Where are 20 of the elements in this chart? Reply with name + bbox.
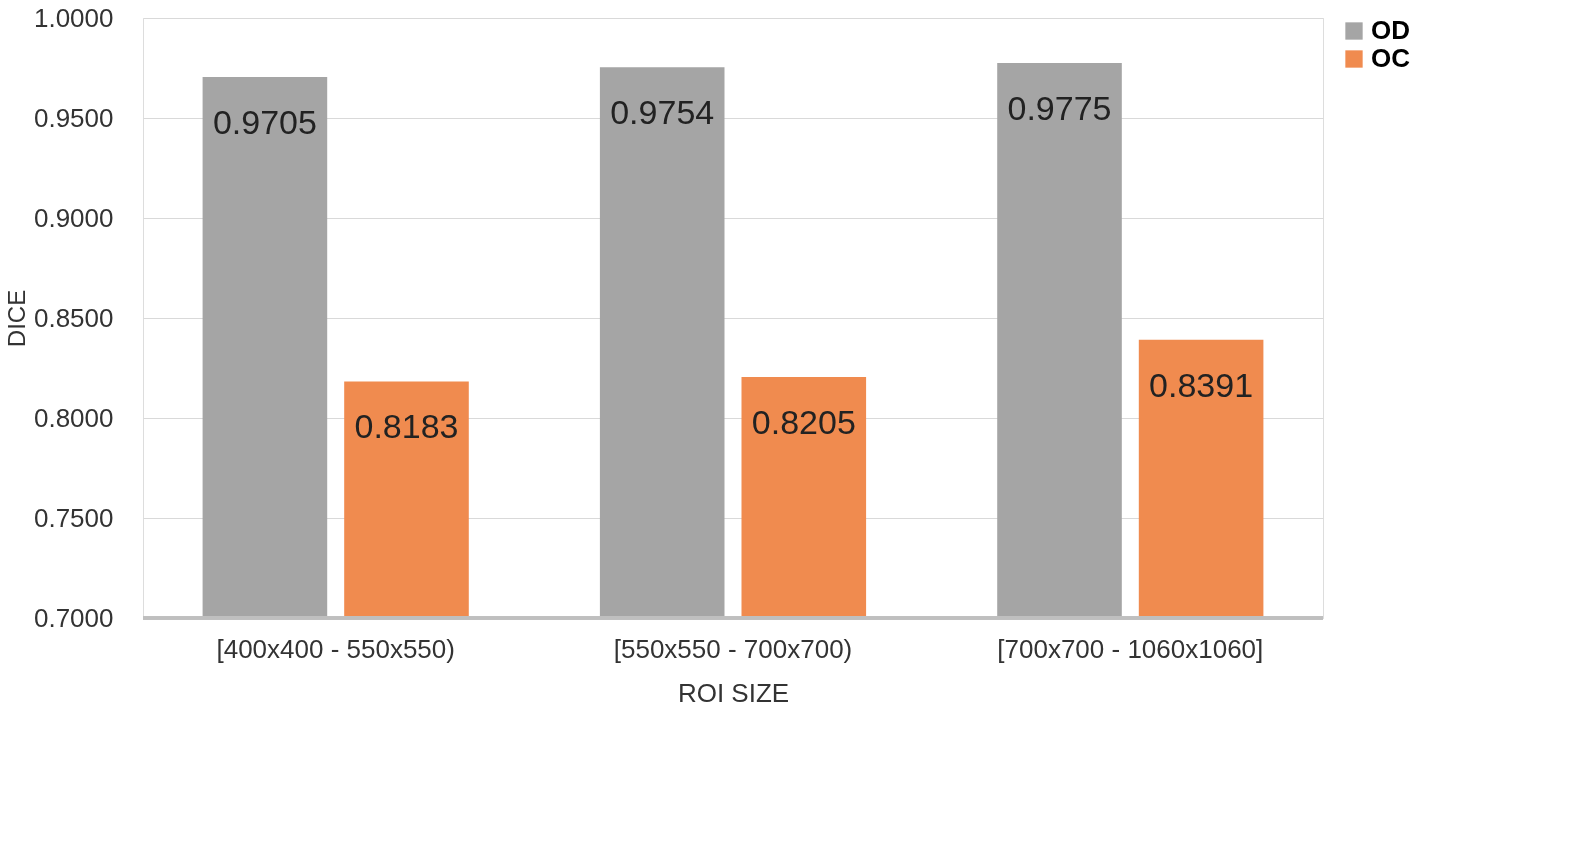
data-label: 0.8391 bbox=[1149, 365, 1254, 404]
legend-label: OD bbox=[1371, 15, 1410, 45]
y-tick-label: 0.7000 bbox=[33, 602, 114, 633]
y-tick-label: 0.8500 bbox=[33, 302, 114, 333]
data-label: 0.9754 bbox=[610, 93, 715, 132]
y-tick-label: 0.8000 bbox=[33, 402, 114, 433]
x-tick-label: [700x700 - 1060x1060] bbox=[997, 633, 1264, 664]
x-tick-label: [550x550 - 700x700) bbox=[613, 633, 853, 664]
y-axis-title: DICE bbox=[2, 289, 30, 348]
data-label: 0.9705 bbox=[212, 103, 317, 141]
y-tick-label: 1.0000 bbox=[33, 2, 114, 33]
x-axis-title: ROI SIZE bbox=[677, 677, 790, 708]
data-label: 0.9775 bbox=[1007, 89, 1112, 127]
data-label: 0.8183 bbox=[354, 407, 459, 446]
legend-label: OC bbox=[1371, 43, 1411, 73]
y-tick-label: 0.7500 bbox=[33, 502, 114, 533]
data-label: 0.8205 bbox=[751, 403, 856, 441]
y-tick-label: 0.9000 bbox=[33, 202, 114, 233]
x-tick-label: [400x400 - 550x550) bbox=[216, 633, 455, 664]
y-tick-label: 0.9500 bbox=[33, 102, 114, 133]
